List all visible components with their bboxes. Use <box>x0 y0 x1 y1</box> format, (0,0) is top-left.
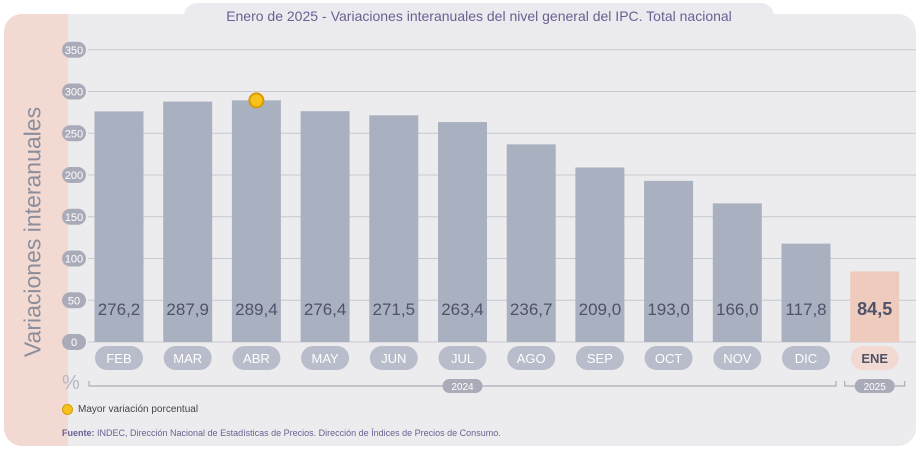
bar-value-label: 209,0 <box>579 300 622 319</box>
category-label: JUN <box>381 351 406 366</box>
category-label: ABR <box>243 351 270 366</box>
y-tick-label: 300 <box>65 87 83 99</box>
category-pill <box>95 346 143 370</box>
category-label: MAR <box>173 351 202 366</box>
category-label: MAY <box>311 351 339 366</box>
title-separator: - <box>322 8 327 24</box>
category-pill <box>850 346 899 370</box>
y-tick-pill <box>62 208 86 225</box>
max-variation-marker <box>248 92 265 109</box>
category-label: SEP <box>587 351 613 366</box>
year-label: 2025 <box>864 382 887 393</box>
title-text: Variaciones interanuales del nivel gener… <box>330 8 732 24</box>
y-tick-label: 50 <box>68 295 80 307</box>
title-period: Enero de 2025 <box>226 8 319 24</box>
category-pill <box>163 346 212 370</box>
y-tick-label: 0 <box>71 337 77 349</box>
category-pill <box>507 346 556 370</box>
y-tick-label: 100 <box>65 254 83 266</box>
source-note: Fuente: INDEC, Dirección Nacional de Est… <box>62 428 501 438</box>
bar-value-label: 193,0 <box>647 300 690 319</box>
legend-label: Mayor variación porcentual <box>78 404 199 415</box>
category-pill <box>782 346 830 370</box>
category-label: OCT <box>655 351 683 366</box>
category-pill <box>232 346 281 370</box>
source-label: Fuente: <box>62 428 95 438</box>
y-tick-pill <box>62 41 86 58</box>
bar-value-label: 166,0 <box>716 300 759 319</box>
bar-oct <box>644 180 694 342</box>
bar-value-label: 263,4 <box>441 300 484 319</box>
year-pill <box>854 379 895 393</box>
category-pill <box>644 346 693 370</box>
bar-jul <box>438 122 487 342</box>
bar-value-label: 287,9 <box>166 300 209 319</box>
bar-value-label: 236,7 <box>510 300 553 319</box>
y-tick-pill <box>62 125 86 142</box>
y-tick-pill <box>62 250 86 267</box>
y-tick-label: 350 <box>65 45 83 57</box>
category-label: JUL <box>451 351 474 366</box>
legend: Mayor variación porcentual <box>62 404 198 415</box>
category-label: FEB <box>106 351 131 366</box>
category-label: NOV <box>723 351 752 366</box>
category-label: DIC <box>795 351 817 366</box>
category-pill <box>438 346 487 370</box>
category-label: AGO <box>517 351 546 366</box>
bar-abr <box>231 100 281 342</box>
y-tick-pill <box>62 167 86 183</box>
category-pill <box>301 346 350 370</box>
bar-ago <box>506 144 556 342</box>
bar-ene <box>850 271 900 342</box>
chart-title: Enero de 2025 - Variaciones interanuales… <box>184 3 774 29</box>
y-tick-pill <box>62 83 86 100</box>
bar-may <box>300 111 350 343</box>
bar-value-label: 276,4 <box>304 300 347 319</box>
year-pill <box>442 379 483 393</box>
bar-jun <box>369 115 419 342</box>
bar-dic <box>781 243 831 342</box>
bar-value-label: 276,2 <box>98 300 141 319</box>
y-tick-pill <box>62 334 86 350</box>
category-label: ENE <box>861 351 888 366</box>
y-tick-label: 150 <box>65 212 83 224</box>
bar-value-label: 84,5 <box>857 299 892 319</box>
y-tick-label: 250 <box>65 128 83 140</box>
bar-value-label: 289,4 <box>235 300 278 319</box>
y-tick-label: 200 <box>65 170 83 182</box>
max-marker-legend-icon <box>62 404 73 415</box>
source-text: INDEC, Dirección Nacional de Estadística… <box>97 428 501 438</box>
bar-sep <box>575 167 625 342</box>
year-label: 2024 <box>451 382 474 393</box>
category-pill <box>575 346 624 370</box>
unit-label: % <box>62 372 80 394</box>
bar-feb <box>94 111 144 342</box>
category-pill <box>369 346 418 370</box>
category-pill <box>713 346 762 370</box>
bar-value-label: 271,5 <box>373 300 416 319</box>
bar-mar <box>163 101 213 342</box>
y-axis-band <box>4 14 68 446</box>
bar-value-label: 117,8 <box>785 300 826 319</box>
bar-nov <box>712 203 762 342</box>
y-tick-pill <box>62 292 86 309</box>
